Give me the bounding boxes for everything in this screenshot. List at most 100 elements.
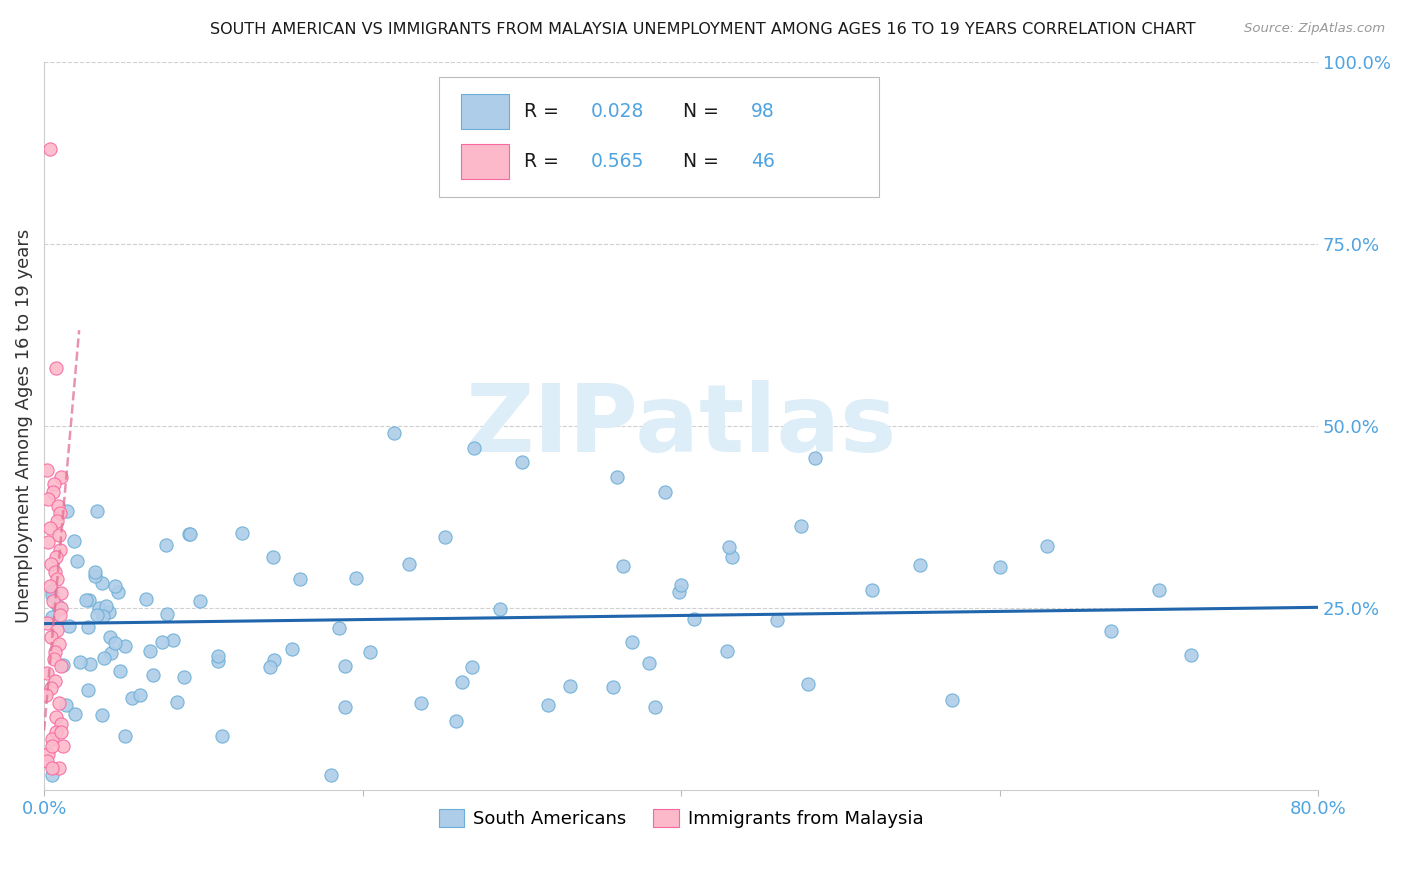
Y-axis label: Unemployment Among Ages 16 to 19 years: Unemployment Among Ages 16 to 19 years (15, 229, 32, 624)
Point (98, 630, 121, 644)
Point (63, 533, 86, 548)
Point (90, 708, 112, 723)
Point (100, 646, 122, 660)
Point (114, 729, 136, 743)
Point (51, 470, 73, 484)
Point (135, 592, 157, 607)
Point (39, 558, 62, 572)
Point (41, 610, 63, 624)
Point (804, 451, 827, 466)
Point (45, 360, 67, 375)
Point (179, 527, 201, 541)
Point (114, 639, 136, 653)
Point (86, 504, 108, 518)
Point (444, 714, 467, 729)
Point (63, 707, 86, 722)
Point (139, 644, 162, 658)
Point (77, 592, 100, 607)
Point (79, 657, 101, 671)
Point (45, 710, 67, 724)
Point (35, 666, 58, 681)
Point (42, 477, 65, 491)
FancyBboxPatch shape (461, 145, 509, 179)
Point (51, 601, 73, 615)
Point (333, 659, 356, 673)
Point (35, 688, 58, 702)
Point (451, 675, 474, 690)
Point (48, 528, 70, 542)
Point (69, 656, 91, 670)
Point (319, 768, 342, 782)
Point (37, 535, 59, 549)
Text: 98: 98 (751, 103, 775, 121)
Text: SOUTH AMERICAN VS IMMIGRANTS FROM MALAYSIA UNEMPLOYMENT AMONG AGES 16 TO 19 YEAR: SOUTH AMERICAN VS IMMIGRANTS FROM MALAYS… (209, 22, 1197, 37)
Point (333, 699, 356, 714)
Point (207, 654, 229, 668)
Point (75, 593, 97, 607)
Legend: South Americans, Immigrants from Malaysia: South Americans, Immigrants from Malaysi… (432, 802, 931, 836)
Point (37, 615, 59, 630)
Text: N =: N = (671, 103, 725, 121)
Point (461, 660, 484, 674)
Point (1099, 624, 1122, 638)
Point (49, 542, 72, 557)
Point (46, 599, 69, 614)
Point (84, 569, 107, 583)
Point (644, 700, 666, 714)
Text: N =: N = (671, 152, 725, 171)
Point (90, 575, 112, 590)
Point (1036, 539, 1059, 553)
Point (94, 599, 117, 613)
Point (41, 768, 63, 782)
Point (37, 747, 59, 761)
Point (37, 491, 59, 506)
Point (49, 586, 72, 600)
Point (55, 698, 77, 712)
Point (638, 657, 661, 671)
Text: R =: R = (524, 103, 565, 121)
Text: 0.028: 0.028 (591, 103, 644, 121)
Point (91, 609, 114, 624)
Point (166, 695, 188, 709)
Point (107, 585, 129, 599)
Point (45, 549, 67, 564)
Point (720, 549, 742, 564)
Point (41, 588, 63, 602)
Point (42, 652, 65, 666)
Point (463, 441, 485, 455)
Point (39, 143, 62, 157)
Point (621, 634, 644, 648)
Point (155, 538, 177, 552)
Point (262, 550, 284, 565)
Point (93, 651, 115, 665)
Point (49, 608, 72, 623)
FancyBboxPatch shape (439, 77, 879, 197)
Point (51, 717, 73, 731)
Point (288, 573, 311, 587)
Point (76, 620, 98, 634)
Point (384, 426, 406, 441)
Text: R =: R = (524, 152, 565, 171)
Point (45, 572, 67, 586)
Point (56, 504, 79, 518)
Point (97, 606, 120, 620)
Point (77, 683, 100, 698)
Point (108, 664, 131, 678)
Point (259, 659, 281, 673)
Point (717, 540, 740, 554)
Point (45, 514, 67, 528)
Point (1180, 648, 1202, 662)
Point (612, 558, 634, 573)
Point (58, 619, 80, 633)
Point (142, 668, 165, 682)
Point (86, 607, 108, 622)
Point (173, 670, 195, 684)
Point (433, 530, 456, 544)
Point (1147, 583, 1170, 598)
Point (654, 484, 676, 499)
Point (48, 761, 70, 775)
Point (52, 657, 75, 672)
Point (41, 681, 63, 695)
Point (188, 594, 211, 608)
Point (488, 602, 510, 616)
